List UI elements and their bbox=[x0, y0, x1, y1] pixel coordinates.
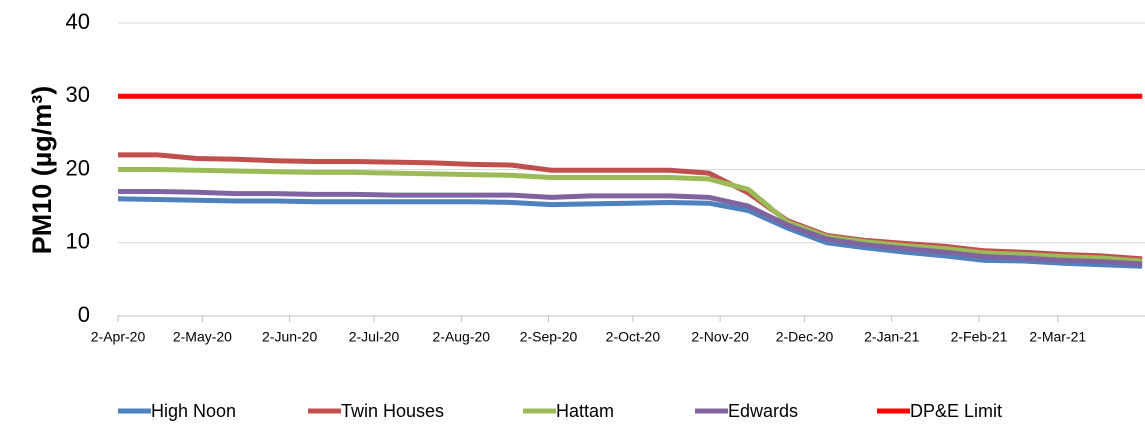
y-tick-label: 10 bbox=[66, 229, 90, 254]
legend-label: Edwards bbox=[728, 401, 798, 421]
x-tick-label: 2-Jul-20 bbox=[349, 329, 400, 345]
x-tick-label: 2-Oct-20 bbox=[606, 329, 661, 345]
x-tick-label: 2-Aug-20 bbox=[432, 329, 490, 345]
legend-label: Twin Houses bbox=[341, 401, 444, 421]
y-tick-label: 30 bbox=[66, 82, 90, 107]
x-tick-label: 2-Jan-21 bbox=[864, 329, 919, 345]
legend-label: High Noon bbox=[151, 401, 236, 421]
y-axis-label: PM10 (µg/m³) bbox=[27, 86, 57, 255]
legend-label: DP&E Limit bbox=[910, 401, 1002, 421]
x-tick-label: 2-Nov-20 bbox=[691, 329, 749, 345]
y-tick-label: 0 bbox=[78, 302, 90, 327]
series-line bbox=[117, 196, 1143, 269]
x-tick-label: 2-May-20 bbox=[173, 329, 232, 345]
x-tick-label: 2-Dec-20 bbox=[776, 329, 834, 345]
series-line bbox=[118, 188, 1143, 267]
y-tick-label: 20 bbox=[66, 155, 90, 180]
legend-label: Hattam bbox=[556, 401, 614, 421]
x-tick-label: 2-Apr-20 bbox=[91, 329, 146, 345]
series-line bbox=[118, 167, 1143, 264]
x-tick-label: 2-Mar-21 bbox=[1029, 329, 1086, 345]
x-tick-label: 2-Feb-21 bbox=[951, 329, 1008, 345]
x-tick-label: 2-Jun-20 bbox=[262, 329, 317, 345]
x-tick-label: 2-Sep-20 bbox=[520, 329, 578, 345]
y-tick-label: 40 bbox=[66, 9, 90, 34]
